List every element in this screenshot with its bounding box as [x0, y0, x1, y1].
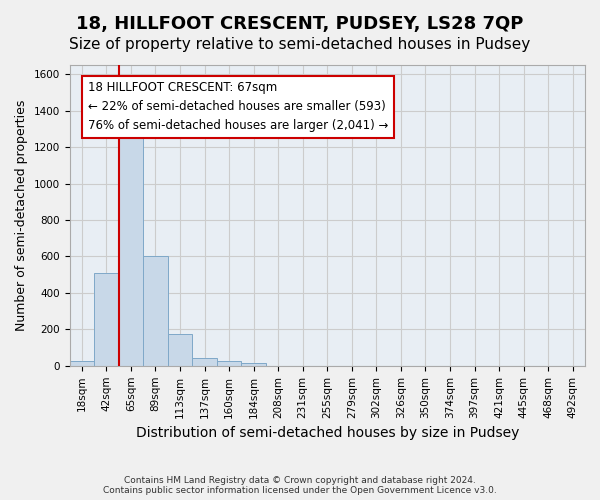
Bar [70, 362, 94, 366]
Y-axis label: Number of semi-detached properties: Number of semi-detached properties [15, 100, 28, 331]
Text: 18 HILLFOOT CRESCENT: 67sqm
← 22% of semi-detached houses are smaller (593)
76% : 18 HILLFOOT CRESCENT: 67sqm ← 22% of sem… [88, 82, 388, 132]
Text: Contains HM Land Registry data © Crown copyright and database right 2024.
Contai: Contains HM Land Registry data © Crown c… [103, 476, 497, 495]
Bar [119, 130, 143, 366]
X-axis label: Distribution of semi-detached houses by size in Pudsey: Distribution of semi-detached houses by … [136, 426, 519, 440]
Bar [168, 334, 192, 366]
Bar [241, 363, 266, 366]
Text: Size of property relative to semi-detached houses in Pudsey: Size of property relative to semi-detach… [70, 38, 530, 52]
Bar [143, 256, 168, 366]
Bar [192, 358, 217, 366]
Text: 18, HILLFOOT CRESCENT, PUDSEY, LS28 7QP: 18, HILLFOOT CRESCENT, PUDSEY, LS28 7QP [76, 15, 524, 33]
Bar [94, 273, 119, 366]
Bar [217, 362, 241, 366]
